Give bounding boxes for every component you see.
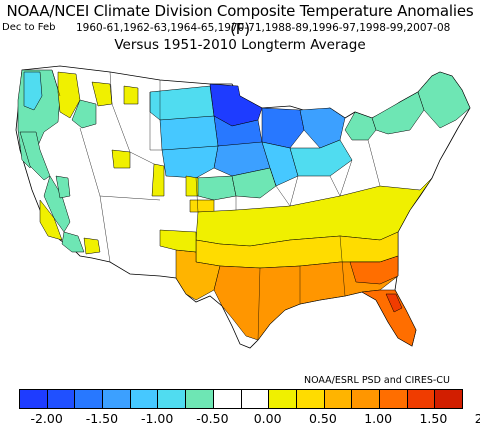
map-subtitle: Versus 1951-2010 Longterm Average (114, 37, 366, 53)
legend-swatch (103, 390, 131, 408)
legend-swatch (269, 390, 297, 408)
legend-swatch (213, 390, 242, 408)
region-ut-yellow (151, 163, 165, 197)
credit-label: NOAA/ESRL PSD and CIRES-CU (304, 375, 450, 386)
legend-tick-label: -1.50 (85, 411, 119, 426)
legend-tick-label: 1.00 (364, 411, 393, 426)
legend-swatch (186, 390, 214, 408)
region-ny-mint (371, 91, 425, 135)
region-ne-cyan (161, 145, 219, 179)
region-gulf-orange (213, 255, 399, 341)
legend-tick-label: -2.00 (30, 411, 63, 426)
region-mt-yellow-2 (123, 85, 139, 105)
region-new-england-mint (417, 71, 471, 129)
region-ks-yellow-1 (185, 175, 199, 197)
legend-swatch (20, 390, 48, 408)
legend-tick-label: -1.00 (140, 411, 174, 426)
legend-tick-label: -0.50 (196, 411, 229, 426)
legend-swatch (47, 390, 76, 408)
region-ks-gold (189, 199, 215, 213)
legend-swatch (379, 390, 408, 408)
legend-swatch (241, 390, 270, 408)
legend-tick-label: 1.50 (419, 411, 448, 426)
legend-swatch (435, 390, 462, 408)
legend-tick-label: 0.00 (253, 411, 282, 426)
region-wa-coast (23, 71, 43, 111)
legend-swatch (407, 390, 436, 408)
composite-years: 1960-61,1962-63,1964-65,1970-71,1988-89,… (76, 22, 451, 34)
region-ca-south (61, 231, 85, 253)
legend-tick-label: 2.00 (474, 411, 480, 426)
region-ca-inland-yellow (39, 199, 63, 241)
region-nv-yellow (83, 237, 101, 255)
region-fl-red (385, 293, 403, 313)
region-tx-west-yellow (159, 229, 197, 253)
state-boundaries (51, 69, 381, 341)
legend-tick-label: 0.50 (308, 411, 337, 426)
region-il-cyan (261, 141, 299, 187)
region-ks-mint (195, 175, 237, 201)
legend-swatch (324, 390, 353, 408)
region-nv-mint-2 (111, 149, 131, 169)
region-mo-mint (231, 167, 277, 199)
region-nv-mint (55, 175, 71, 199)
region-ga-dark-orange (349, 255, 399, 285)
region-id-mint (71, 99, 97, 129)
map-title: NOAA/NCEI Climate Division Composite Tem… (6, 2, 474, 38)
legend-swatch (352, 390, 380, 408)
color-legend-bar (19, 389, 463, 409)
region-wi-blue (261, 107, 305, 149)
legend-swatch (158, 390, 187, 408)
legend-swatch (75, 390, 104, 408)
legend-swatch (130, 390, 159, 408)
region-fl-dark-orange (361, 289, 417, 347)
region-nw-interior-yellow (57, 71, 81, 119)
legend-swatch (296, 390, 325, 408)
legend-ticks: -2.00 -1.50 -1.00 -0.50 0.00 0.50 1.00 1.50 2.00 (0, 411, 480, 427)
season-label: Dec to Feb (2, 22, 56, 33)
